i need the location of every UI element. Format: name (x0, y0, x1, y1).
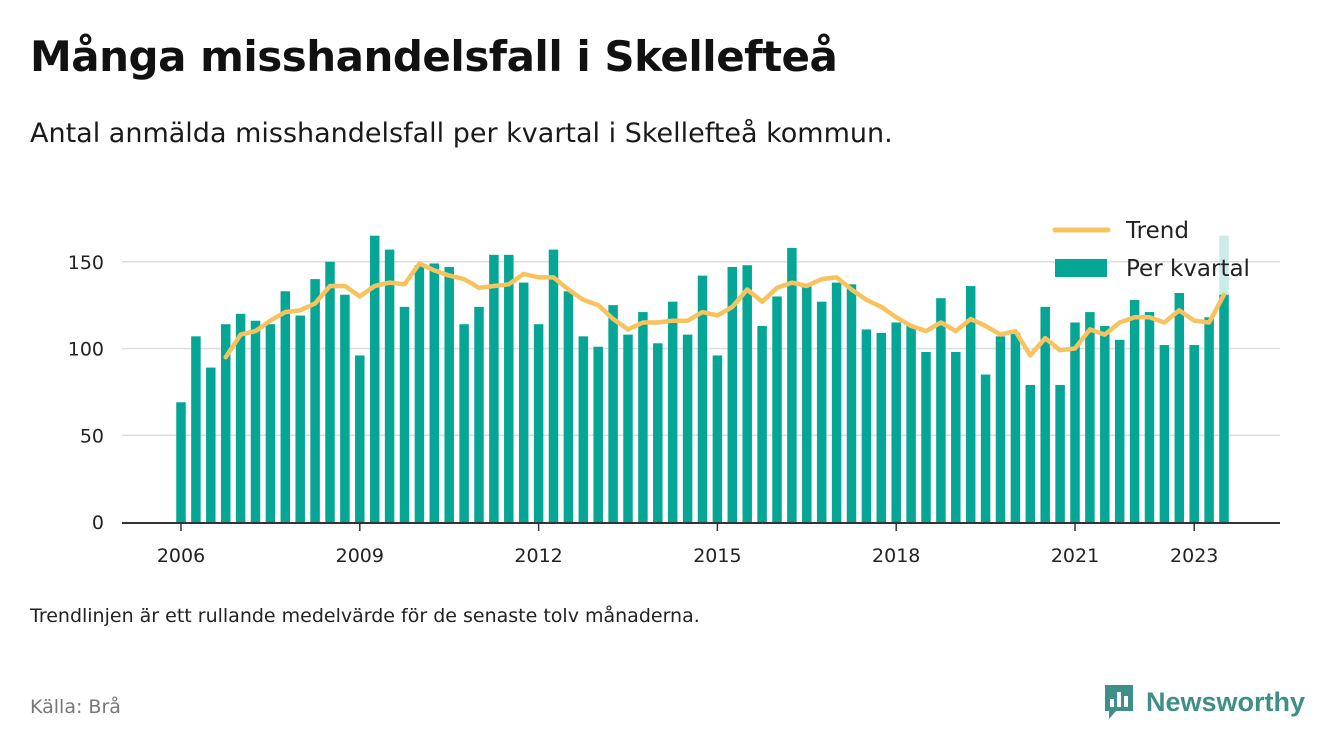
trend-line-series (223, 261, 1227, 360)
bar (951, 351, 961, 522)
bar (965, 286, 976, 522)
bar (623, 334, 633, 522)
bar (1159, 345, 1170, 522)
bar (369, 235, 380, 522)
bar (444, 266, 454, 522)
x-tick-label: 2023 (1170, 545, 1218, 567)
bar (593, 346, 603, 522)
bar (757, 325, 767, 522)
chart-title: Många misshandelsfall i Skellefteå (30, 32, 838, 81)
bar (638, 312, 648, 522)
bar (220, 324, 231, 522)
bar (1055, 384, 1065, 522)
bar (846, 284, 857, 522)
bar (742, 265, 752, 522)
bar (578, 336, 589, 522)
bar (474, 306, 484, 522)
footnote: Trendlinjen är ett rullande medelvärde f… (30, 605, 700, 627)
legend-label-per-kvartal: Per kvartal (1126, 256, 1250, 282)
newsworthy-logo-icon (1105, 685, 1133, 719)
x-tick-label: 2006 (157, 545, 205, 567)
legend-swatch-per-kvartal (1055, 259, 1107, 277)
bar (1189, 345, 1199, 522)
bar (936, 298, 946, 522)
bar (1070, 322, 1080, 522)
bar (1144, 312, 1155, 522)
brand-logo: Newsworthy (1102, 680, 1305, 724)
bar (191, 336, 201, 522)
y-tick-label: 50 (80, 425, 104, 447)
bar (608, 305, 618, 522)
bar (325, 261, 335, 522)
chart: 0 50 100 150 2006 2009 2012 2015 2018 2021 2023 Tr… (68, 218, 1280, 567)
bar (176, 402, 186, 522)
bar (1010, 332, 1021, 522)
bar (1114, 339, 1125, 522)
bar-series-per-kvartal (176, 235, 1229, 523)
bar (727, 266, 738, 522)
x-tick-label: 2009 (336, 545, 384, 567)
bar (533, 324, 544, 522)
bar-current-quarter (1219, 294, 1229, 522)
bar (1100, 325, 1110, 522)
bar (355, 355, 365, 522)
legend: Trend Per kvartal (1052, 218, 1250, 282)
bar (861, 329, 872, 522)
bar (682, 334, 693, 522)
bar (295, 315, 305, 522)
bar (921, 351, 931, 522)
bar (563, 291, 574, 522)
bar (1085, 312, 1095, 522)
bar (802, 286, 812, 522)
y-tick-label: 0 (92, 512, 104, 534)
trend-line (223, 261, 1227, 360)
y-tick-label: 150 (68, 252, 104, 274)
bar (489, 254, 499, 522)
bar (667, 301, 678, 522)
bar (280, 291, 291, 522)
bar (712, 355, 723, 522)
bar (980, 374, 991, 522)
bar (831, 282, 842, 522)
bar (1174, 292, 1185, 522)
bar (310, 279, 320, 522)
bar (1025, 384, 1036, 522)
bar (906, 325, 916, 522)
chart-subtitle: Antal anmälda misshandelsfall per kvarta… (30, 118, 893, 149)
bar (504, 254, 514, 522)
y-tick-label: 100 (68, 339, 104, 361)
legend-label-trend: Trend (1125, 218, 1189, 244)
bar (876, 332, 887, 522)
bar (548, 249, 559, 523)
bar (1040, 306, 1050, 522)
bar (399, 306, 410, 522)
x-tick-label: 2012 (514, 545, 562, 567)
bar (235, 313, 246, 522)
bar (1204, 317, 1214, 522)
bar (384, 249, 395, 523)
bar (459, 324, 469, 522)
bar (816, 301, 827, 522)
bar (772, 296, 782, 522)
bar (340, 294, 350, 522)
x-tick-label: 2018 (872, 545, 920, 567)
bar (787, 247, 797, 522)
bar (429, 263, 440, 522)
bar (891, 322, 901, 522)
bar (414, 265, 425, 522)
bar (697, 275, 708, 522)
x-tick-label: 2021 (1051, 545, 1099, 567)
bar (518, 282, 529, 522)
x-tick-label: 2015 (693, 545, 741, 567)
brand-name: Newsworthy (1146, 686, 1306, 717)
bar (265, 324, 276, 522)
bar (653, 343, 663, 522)
bar (1129, 299, 1140, 522)
source-text: Källa: Brå (30, 696, 121, 718)
axes: 0 50 100 150 2006 2009 2012 2015 2018 2021 2023 (68, 252, 1280, 567)
bar (995, 336, 1006, 522)
bar (250, 320, 261, 522)
bar (206, 367, 216, 522)
